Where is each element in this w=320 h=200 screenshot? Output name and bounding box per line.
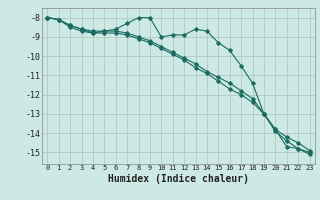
X-axis label: Humidex (Indice chaleur): Humidex (Indice chaleur): [108, 174, 249, 184]
